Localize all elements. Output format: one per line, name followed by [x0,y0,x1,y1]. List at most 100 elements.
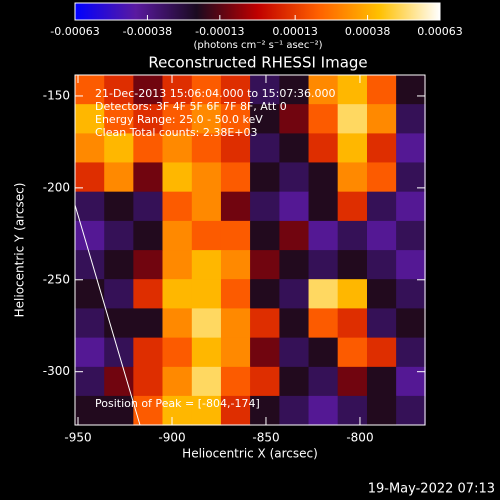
image-cell [133,220,164,251]
image-cell [133,104,164,134]
image-cell [308,308,339,339]
image-cell [75,162,105,193]
image-cell [279,337,310,368]
image-cell [308,220,339,251]
image-cell [133,74,164,105]
image-cell [250,133,280,164]
colorbar-tick-label: 0.00063 [417,25,463,38]
image-cell [220,220,251,251]
image-cell [366,104,397,134]
image-cell [279,104,310,134]
image-cell [366,191,397,222]
image-cell [279,220,310,251]
image-cell [250,191,280,222]
solar-limb [74,204,141,426]
image-cell [162,279,193,309]
image-cell [337,337,368,368]
image-cell [75,133,105,164]
image-cell [337,191,368,222]
image-cell [250,308,280,339]
y-tick-label: -250 [43,272,70,286]
image-cell [133,308,164,339]
image-cell [220,162,251,193]
image-cell [279,366,310,397]
colorbar-tick-label: 0.00038 [345,25,391,38]
image-cell [162,133,193,164]
image-cell [308,279,339,309]
image-cell [191,250,222,280]
image-cell [396,104,426,134]
image-cell [75,220,105,251]
image-cell [104,133,134,164]
image-cell [133,162,164,193]
image-cell [250,395,280,426]
image-cell [191,366,222,397]
image-cell [104,308,134,339]
image-cell [308,104,339,134]
image-cell [104,250,134,280]
image-cell [191,191,222,222]
image-cell [133,279,164,309]
image-cell [191,133,222,164]
image-cell [162,250,193,280]
image-cell [366,74,397,105]
image-cell [191,308,222,339]
image-cell [337,220,368,251]
image-cell [104,279,134,309]
image-cell [308,250,339,280]
image-cell [250,162,280,193]
image-cell [220,308,251,339]
image-cell [75,337,105,368]
image-cell [250,337,280,368]
image-cell [191,279,222,309]
image-cell [308,337,339,368]
image-cell [250,74,280,105]
x-tick-label: -950 [64,431,91,445]
image-cell [75,308,105,339]
image-cell [220,279,251,309]
image-cell [366,337,397,368]
image-cell [162,104,193,134]
image-cell [366,220,397,251]
image-cell [250,220,280,251]
image-cell [337,104,368,134]
image-cell [308,74,339,105]
image-cell [279,162,310,193]
annotation: 21-Dec-2013 15:06:04.000 to 15:07:36.000 [95,87,336,100]
x-tick-label: -800 [346,431,373,445]
image-cell [337,74,368,105]
image-cell [75,395,105,426]
annotation: Clean Total counts: 2.38E+03 [95,126,258,139]
image-cell [396,74,426,105]
image-cell [279,191,310,222]
image-cell [220,133,251,164]
image-cell [337,366,368,397]
image-cell [396,220,426,251]
chart-title: Reconstructed RHESSI Image [148,54,367,72]
image-cell [279,133,310,164]
image-cell [308,133,339,164]
image-cell [162,308,193,339]
colorbar-tick-label: -0.00038 [123,25,172,38]
image-cell [396,162,426,193]
image-cell [133,250,164,280]
image-cell [279,279,310,309]
image-cell [337,133,368,164]
colorbar-tick-label: 0.00013 [272,25,318,38]
image-cell [162,395,193,426]
image-cell [366,308,397,339]
image-cell [162,162,193,193]
image-cell [133,337,164,368]
image-cell [220,74,251,105]
image-cell [75,279,105,309]
image-cell [162,366,193,397]
image-cell [396,250,426,280]
image-cell [220,395,251,426]
image-cell [191,220,222,251]
image-cell [250,366,280,397]
image-cell [396,279,426,309]
image-cell [191,74,222,105]
image-cell [104,191,134,222]
footer-date: 19-May-2022 07:13 [368,482,495,497]
